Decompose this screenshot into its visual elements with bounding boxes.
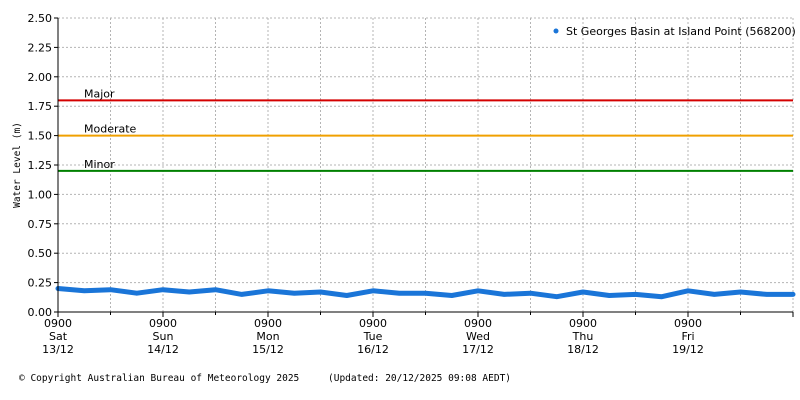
y-axis-title: Water Level (m): [12, 122, 23, 208]
y-tick-label: 1.00: [28, 188, 53, 201]
data-point: [371, 288, 375, 293]
x-tick-day: Tue: [363, 330, 383, 343]
y-tick-label: 1.25: [28, 159, 53, 172]
y-tick-label: 1.50: [28, 130, 53, 143]
x-tick-day: Thu: [572, 330, 594, 343]
threshold-label-moderate: Moderate: [84, 123, 137, 136]
x-tick-time: 0900: [569, 317, 597, 330]
y-tick-label: 0.25: [28, 277, 53, 290]
data-point: [239, 292, 244, 297]
x-tick-day: Fri: [681, 330, 694, 343]
y-tick-label: 0.75: [28, 218, 53, 231]
threshold-label-minor: Minor: [84, 158, 115, 171]
y-tick-label: 2.50: [28, 12, 53, 25]
data-point: [791, 292, 795, 297]
data-point: [633, 292, 638, 297]
y-tick-label: 0.00: [28, 306, 53, 319]
data-point: [134, 291, 139, 296]
data-point: [528, 291, 533, 296]
y-tick-label: 2.00: [28, 71, 53, 84]
data-point: [686, 288, 690, 293]
x-tick-time: 0900: [254, 317, 282, 330]
data-point: [344, 293, 349, 298]
data-point: [397, 291, 402, 296]
data-point: [108, 287, 113, 292]
y-tick-label: 0.50: [28, 247, 53, 260]
data-point: [476, 288, 480, 293]
x-tick-date: 18/12: [567, 343, 599, 356]
x-tick-time: 0900: [149, 317, 177, 330]
data-point: [738, 290, 743, 295]
data-point: [502, 292, 507, 297]
legend-label: St Georges Basin at Island Point (568200…: [566, 25, 796, 38]
data-point: [292, 291, 297, 296]
updated-timestamp: (Updated: 20/12/2025 09:08 AEDT): [328, 373, 512, 384]
x-tick-day: Wed: [466, 330, 490, 343]
x-tick-day: Sun: [153, 330, 174, 343]
x-tick-time: 0900: [464, 317, 492, 330]
data-point: [423, 291, 428, 296]
y-tick-label: 2.25: [28, 41, 53, 54]
data-point: [607, 293, 612, 298]
data-point: [449, 293, 454, 298]
x-tick-time: 0900: [359, 317, 387, 330]
threshold-label-major: Major: [84, 87, 115, 100]
data-point: [187, 290, 192, 295]
x-tick-time: 0900: [674, 317, 702, 330]
x-tick-date: 17/12: [462, 343, 494, 356]
copyright-text: © Copyright Australian Bureau of Meteoro…: [19, 373, 300, 384]
data-point: [659, 294, 664, 299]
data-point: [764, 292, 769, 297]
data-point: [213, 287, 218, 292]
data-point: [161, 287, 165, 292]
x-tick-day: Sat: [49, 330, 68, 343]
x-tick-date: 16/12: [357, 343, 389, 356]
data-point: [318, 290, 323, 295]
x-tick-date: 19/12: [672, 343, 704, 356]
data-point: [266, 288, 270, 293]
data-point: [82, 288, 87, 293]
data-point: [554, 294, 559, 299]
x-tick-date: 15/12: [252, 343, 284, 356]
x-tick-date: 13/12: [42, 343, 74, 356]
legend-marker: [553, 28, 559, 34]
data-point: [712, 292, 717, 297]
data-point: [581, 290, 585, 295]
y-tick-label: 1.75: [28, 100, 53, 113]
x-tick-time: 0900: [44, 317, 72, 330]
legend-entry: St Georges Basin at Island Point (568200…: [553, 25, 796, 38]
x-tick-date: 14/12: [147, 343, 179, 356]
x-tick-day: Mon: [256, 330, 279, 343]
